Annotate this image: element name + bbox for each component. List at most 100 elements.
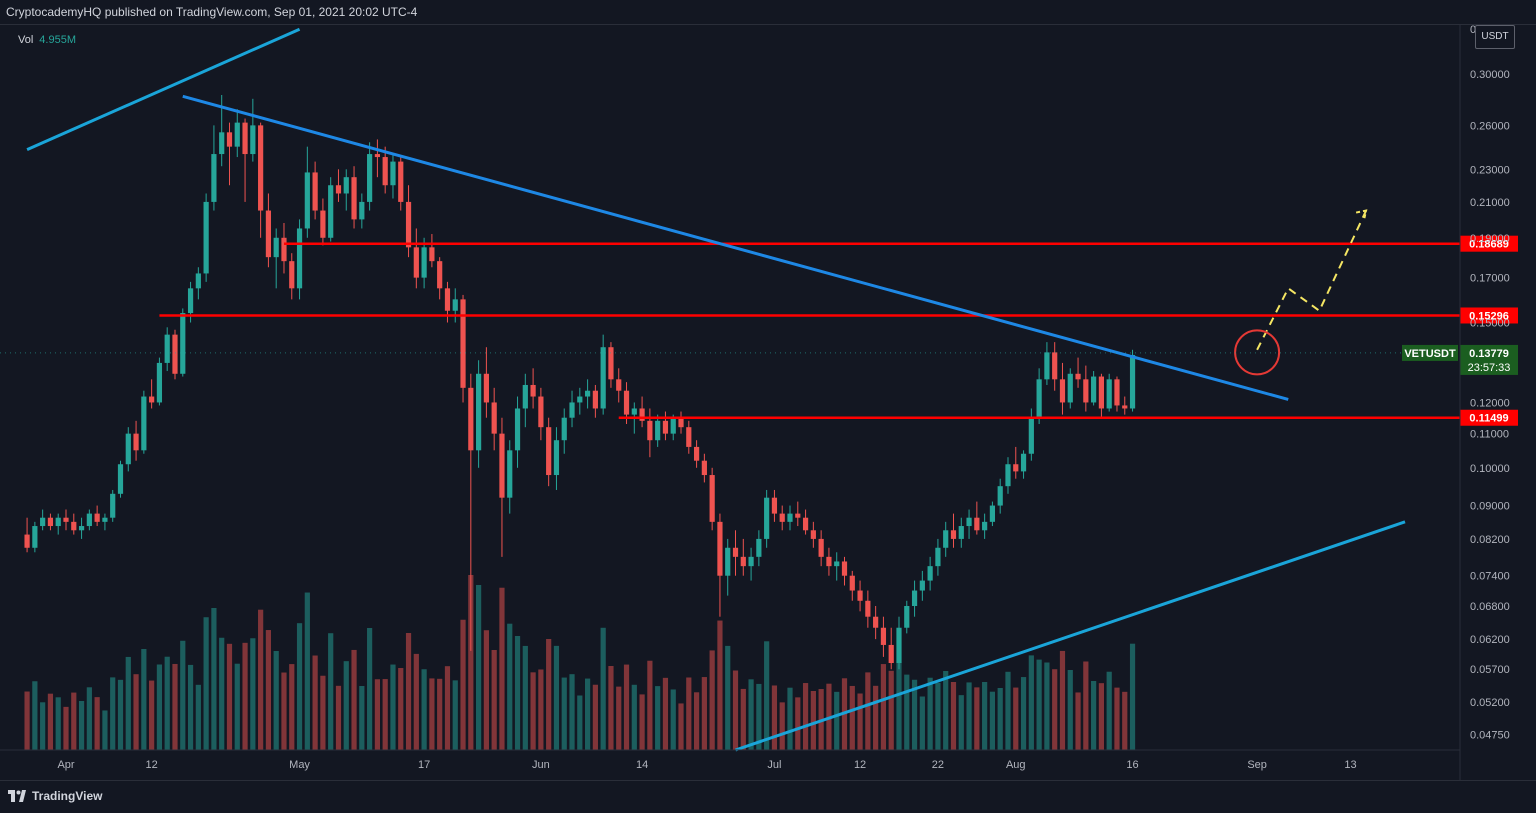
volume-bar xyxy=(281,672,287,750)
volume-bar xyxy=(608,666,614,750)
publisher-info: CryptocademyHQ published on TradingView.… xyxy=(6,5,418,19)
candle-body xyxy=(211,154,217,202)
candle-body xyxy=(47,517,54,527)
y-tick-label: 0.19000 xyxy=(1470,233,1510,245)
volume-bar xyxy=(950,682,957,750)
candle-body xyxy=(997,486,1003,506)
y-tick-label: 0.10000 xyxy=(1470,463,1510,475)
candle-body xyxy=(514,408,521,451)
candle-body xyxy=(110,493,116,518)
candle-body xyxy=(795,513,801,518)
candle-body xyxy=(133,433,139,451)
candle-body xyxy=(483,373,489,403)
currency-selector[interactable]: USDT xyxy=(1475,25,1515,49)
volume-bar xyxy=(693,692,700,750)
candle-body xyxy=(296,228,303,289)
candle-body xyxy=(281,237,287,262)
volume-bar xyxy=(405,633,412,750)
candle-body xyxy=(195,273,201,289)
x-tick-label: Sep xyxy=(1247,759,1267,771)
candle-body xyxy=(117,464,124,494)
tradingview-logo[interactable]: TradingView xyxy=(8,789,102,803)
y-tick-label: 0.17000 xyxy=(1470,273,1510,285)
volume-bar xyxy=(460,619,466,750)
volume-bar xyxy=(623,664,630,750)
volume-bar xyxy=(732,670,739,750)
candle-body xyxy=(94,513,100,522)
candle-body xyxy=(522,384,528,409)
candle-body xyxy=(1075,373,1081,380)
volume-bar xyxy=(1059,650,1066,750)
volume-bar xyxy=(974,687,980,750)
candle-body xyxy=(655,420,661,441)
volume-bar xyxy=(982,682,988,750)
volume-bar xyxy=(943,671,949,750)
candle-body xyxy=(359,201,365,220)
volume-bar xyxy=(764,641,770,750)
candle-body xyxy=(569,402,575,418)
volume-bar xyxy=(47,693,54,750)
volume-bar xyxy=(343,661,349,750)
candle-body xyxy=(943,530,949,548)
x-tick-label: May xyxy=(289,759,310,771)
volume-bar xyxy=(203,617,209,750)
volume-bar xyxy=(156,664,163,750)
candle-body xyxy=(756,538,762,557)
volume-bar xyxy=(678,703,684,750)
candle-body xyxy=(78,526,85,531)
candle-body xyxy=(468,387,474,451)
candle-body xyxy=(24,534,30,548)
volume-bar xyxy=(250,638,256,750)
volume-bar xyxy=(958,695,964,750)
volume-bar xyxy=(989,691,996,750)
candle-body xyxy=(265,210,272,258)
level-price-label: 0.18689 xyxy=(1469,239,1509,251)
volume-bar xyxy=(71,692,77,750)
y-tick-label: 0.05200 xyxy=(1470,697,1510,709)
y-tick-label: 0.23000 xyxy=(1470,164,1510,176)
volume-bar xyxy=(1028,655,1034,750)
candle-body xyxy=(149,396,155,403)
candle-body xyxy=(740,556,746,567)
volume-bar xyxy=(795,697,801,750)
candle-body xyxy=(1020,453,1027,472)
candle-body xyxy=(164,334,170,363)
volume-bar xyxy=(180,640,186,750)
volume-bar xyxy=(94,697,100,750)
volume-bar xyxy=(164,656,170,750)
volume-bar xyxy=(1044,662,1050,750)
y-tick-label: 0.07400 xyxy=(1470,571,1510,583)
candle-body xyxy=(865,600,871,617)
volume-bar xyxy=(1106,671,1112,750)
volume-bar xyxy=(226,643,233,750)
x-tick-label: Jun xyxy=(532,759,550,771)
candle-body xyxy=(966,517,972,527)
volume-bar xyxy=(125,656,131,750)
volume-bar xyxy=(304,592,310,750)
symbol-tag xyxy=(1402,344,1458,361)
volume-bar xyxy=(149,680,155,750)
volume-bar xyxy=(1052,669,1058,750)
candle-body xyxy=(1114,379,1120,406)
volume-bar xyxy=(110,677,116,750)
volume-bar xyxy=(662,677,669,750)
candle-body xyxy=(935,547,941,567)
volume-bar xyxy=(359,686,365,750)
y-tick-label: 0.15000 xyxy=(1470,317,1510,329)
candle-body xyxy=(351,177,357,220)
volume-bar xyxy=(195,684,201,750)
volume-bar xyxy=(561,677,567,750)
y-tick-label: 0.09000 xyxy=(1470,501,1510,513)
candle-body xyxy=(982,521,988,531)
volume-bar xyxy=(701,677,707,750)
candle-body xyxy=(826,556,832,567)
last-price-tag xyxy=(1460,344,1518,375)
volume-bar xyxy=(335,685,342,750)
candle-body xyxy=(156,362,163,403)
candle-body xyxy=(802,517,809,531)
volume-bar xyxy=(896,662,902,750)
volume-bar xyxy=(1067,670,1073,750)
candle-body xyxy=(857,590,863,601)
candle-body xyxy=(32,526,38,548)
